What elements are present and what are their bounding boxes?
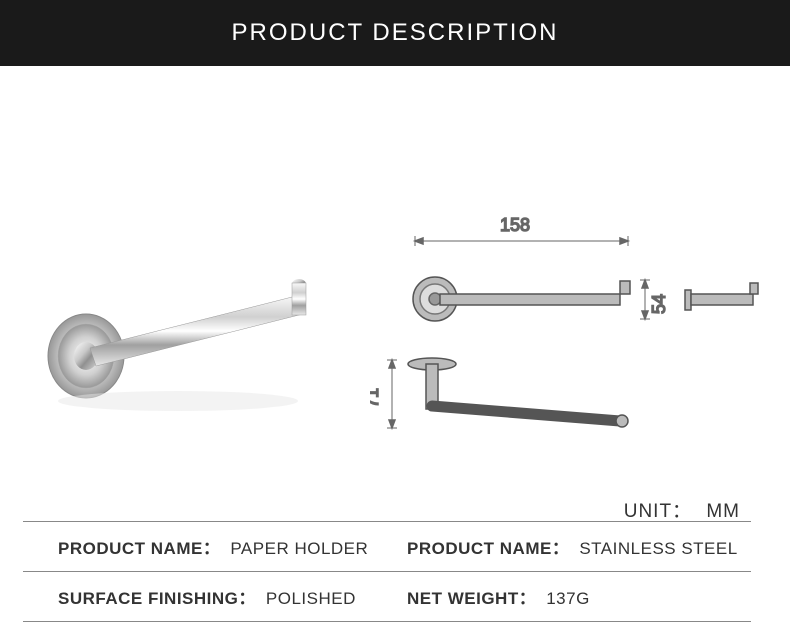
spec-value: STAINLESS STEEL <box>579 539 737 559</box>
spec-cell: PRODUCT NAME： STAINLESS STEEL <box>387 534 751 559</box>
unit-text: UNIT： <box>624 501 692 522</box>
spec-label: NET WEIGHT： <box>407 584 536 609</box>
dim-height: 54 <box>649 294 669 314</box>
dim-depth: 71 <box>370 388 382 408</box>
spec-label: PRODUCT NAME： <box>407 534 569 559</box>
spec-label: PRODUCT NAME： <box>58 534 220 559</box>
spec-cell: SURFACE FINISHING： POLISHED <box>23 584 387 609</box>
spec-value: POLISHED <box>266 589 356 609</box>
unit-label: UNIT： MM <box>624 496 740 523</box>
dim-width: 158 <box>500 215 530 235</box>
spec-row: SURFACE FINISHING： POLISHED NET WEIGHT： … <box>23 571 751 622</box>
content-area: 158 54 <box>0 66 790 636</box>
spec-table: PRODUCT NAME： PAPER HOLDER PRODUCT NAME：… <box>23 521 751 622</box>
product-image <box>38 206 338 426</box>
spec-cell: PRODUCT NAME： PAPER HOLDER <box>23 534 387 559</box>
technical-drawing: 158 54 <box>370 186 770 466</box>
spec-value: PAPER HOLDER <box>230 539 368 559</box>
spec-cell: NET WEIGHT： 137G <box>387 584 751 609</box>
header-bar: PRODUCT DESCRIPTION <box>0 0 790 66</box>
unit-value: MM <box>706 501 740 522</box>
spec-label: SURFACE FINISHING： <box>58 584 256 609</box>
page-title: PRODUCT DESCRIPTION <box>232 19 559 47</box>
spec-value: 137G <box>546 589 590 609</box>
spec-row: PRODUCT NAME： PAPER HOLDER PRODUCT NAME：… <box>23 521 751 571</box>
